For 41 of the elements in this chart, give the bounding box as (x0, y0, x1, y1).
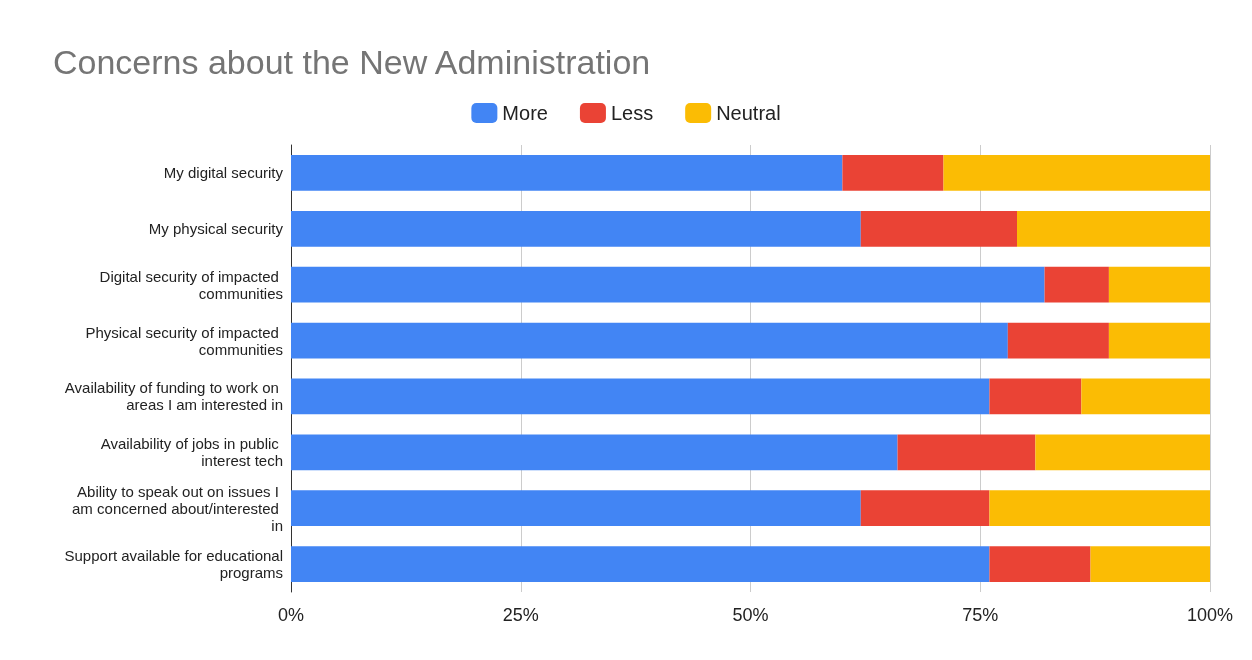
legend-label: Less (610, 102, 654, 124)
bar (1081, 378, 1210, 415)
bar (897, 434, 1036, 471)
bar (860, 210, 1018, 247)
x-tick-label: 75% (962, 605, 999, 625)
bar (989, 378, 1082, 415)
x-tick-label: 0% (277, 605, 305, 625)
bar (291, 266, 1045, 303)
legend-label: Neutral (716, 102, 781, 124)
chart-title: Concerns about the New Administration (53, 43, 651, 81)
bar (291, 434, 898, 471)
bar (291, 378, 990, 415)
y-tick-label: Physical security of impacted communities (85, 323, 283, 358)
y-tick-label: Availability of funding to work on areas I am interested in (64, 379, 283, 414)
bar (291, 490, 861, 527)
bar (291, 322, 1008, 359)
bar (1108, 322, 1210, 359)
bar (989, 490, 1210, 527)
y-tick-label: My digital security (163, 164, 284, 182)
x-tick-label: 50% (732, 605, 769, 625)
bar (1007, 322, 1109, 359)
bar (1108, 266, 1210, 303)
bar (943, 155, 1210, 191)
y-tick-label: Digital security of impacted communities (99, 267, 283, 302)
bar (291, 546, 990, 582)
bar (989, 546, 1091, 582)
legend-label: More (502, 102, 548, 124)
x-tick-label: 100% (1186, 605, 1234, 625)
bar (1090, 546, 1210, 582)
bar (860, 490, 990, 527)
bar (1044, 266, 1109, 303)
x-tick-label: 25% (502, 605, 539, 625)
bar (291, 155, 843, 191)
y-tick-label: Support available for educational programs (64, 547, 283, 582)
bar (291, 210, 861, 247)
bar (1035, 434, 1210, 471)
bar (1017, 210, 1210, 247)
y-tick-label: Availability of jobs in public interest tech (100, 435, 283, 470)
y-tick-label: Ability to speak out on issues I am concerned about/interested in (72, 482, 283, 534)
bar (842, 155, 944, 191)
y-tick-label: My physical security (148, 220, 284, 238)
